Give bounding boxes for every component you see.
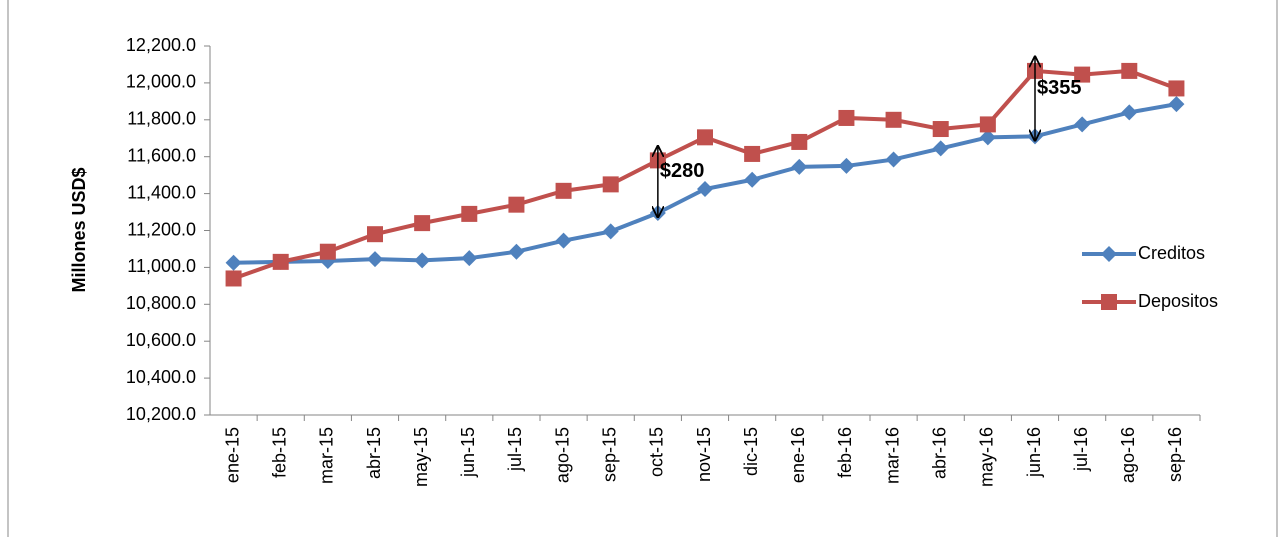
point: [461, 205, 478, 222]
x-tick-label: ago-16: [1118, 427, 1138, 483]
point: [697, 129, 713, 146]
point: [697, 180, 713, 197]
point: [791, 133, 808, 150]
point: [1168, 80, 1185, 97]
point: [414, 252, 431, 269]
y-tick-label: 11,200.0: [127, 219, 196, 239]
point: [414, 215, 431, 232]
point: [979, 116, 996, 133]
y-tick-label: 12,000.0: [126, 72, 196, 92]
point: [744, 145, 761, 162]
point: [1074, 66, 1091, 83]
x-tick-label: may-16: [977, 427, 997, 487]
point: [885, 111, 902, 128]
point: [367, 226, 383, 243]
x-tick-label: jun-15: [458, 427, 478, 478]
point: [838, 157, 855, 174]
y-axis-title: Millones USD$: [69, 167, 89, 292]
legend-label: Creditos: [1138, 243, 1205, 263]
point: [508, 196, 525, 213]
x-tick-label: ene-15: [222, 427, 242, 483]
y-tick-label: 10,200.0: [126, 404, 196, 424]
x-tick-label: sep-15: [599, 427, 619, 482]
y-tick-label: 11,600.0: [127, 145, 196, 165]
x-tick-label: sep-16: [1165, 427, 1185, 482]
point: [1074, 116, 1091, 133]
y-tick-label: 10,400.0: [126, 367, 196, 387]
legend-marker: [1101, 294, 1117, 310]
x-tick-label: mar-15: [317, 427, 337, 484]
annotation: $280: [660, 160, 705, 182]
y-tick-label: 10,600.0: [126, 330, 196, 350]
x-tick-label: abr-16: [929, 427, 949, 479]
x-tick-label: mar-16: [882, 427, 902, 484]
point: [791, 158, 808, 175]
x-tick-label: may-15: [411, 427, 431, 487]
x-tick-label: jul-16: [1071, 427, 1091, 472]
y-tick-label: 12,200.0: [126, 35, 196, 55]
point: [555, 182, 572, 199]
x-tick-label: jun-16: [1024, 427, 1044, 478]
x-tick-label: ene-16: [788, 427, 808, 483]
legend-marker: [1101, 246, 1117, 262]
point: [932, 140, 949, 157]
point: [1121, 104, 1138, 121]
point: [225, 254, 242, 271]
y-tick-label: 11,000.0: [127, 256, 196, 276]
x-tick-label: oct-15: [647, 427, 667, 477]
x-tick-label: jul-15: [505, 427, 525, 472]
x-tick-label: dic-15: [741, 427, 761, 476]
point: [1168, 96, 1185, 113]
point: [508, 243, 525, 260]
x-tick-label: ago-15: [552, 427, 572, 483]
y-tick-label: 10,800.0: [126, 293, 196, 313]
point: [744, 171, 761, 188]
point: [885, 151, 902, 168]
x-tick-label: nov-15: [694, 427, 714, 482]
point: [461, 250, 478, 267]
point: [838, 109, 855, 126]
point: [1121, 62, 1138, 79]
y-tick-label: 11,800.0: [127, 109, 196, 129]
x-tick-label: abr-15: [364, 427, 384, 479]
legend-label: Depositos: [1138, 291, 1218, 311]
point: [367, 251, 383, 268]
point: [555, 232, 572, 249]
point: [602, 223, 619, 240]
x-tick-label: feb-16: [835, 427, 855, 478]
annotation: $355: [1037, 77, 1082, 99]
point: [979, 129, 996, 146]
point: [602, 176, 619, 193]
chart-frame: [7, 0, 1278, 537]
point: [272, 253, 289, 270]
point: [225, 270, 242, 287]
point: [319, 243, 336, 260]
point: [932, 121, 949, 138]
y-tick-label: 11,400.0: [127, 182, 196, 202]
x-tick-label: feb-15: [269, 427, 289, 478]
